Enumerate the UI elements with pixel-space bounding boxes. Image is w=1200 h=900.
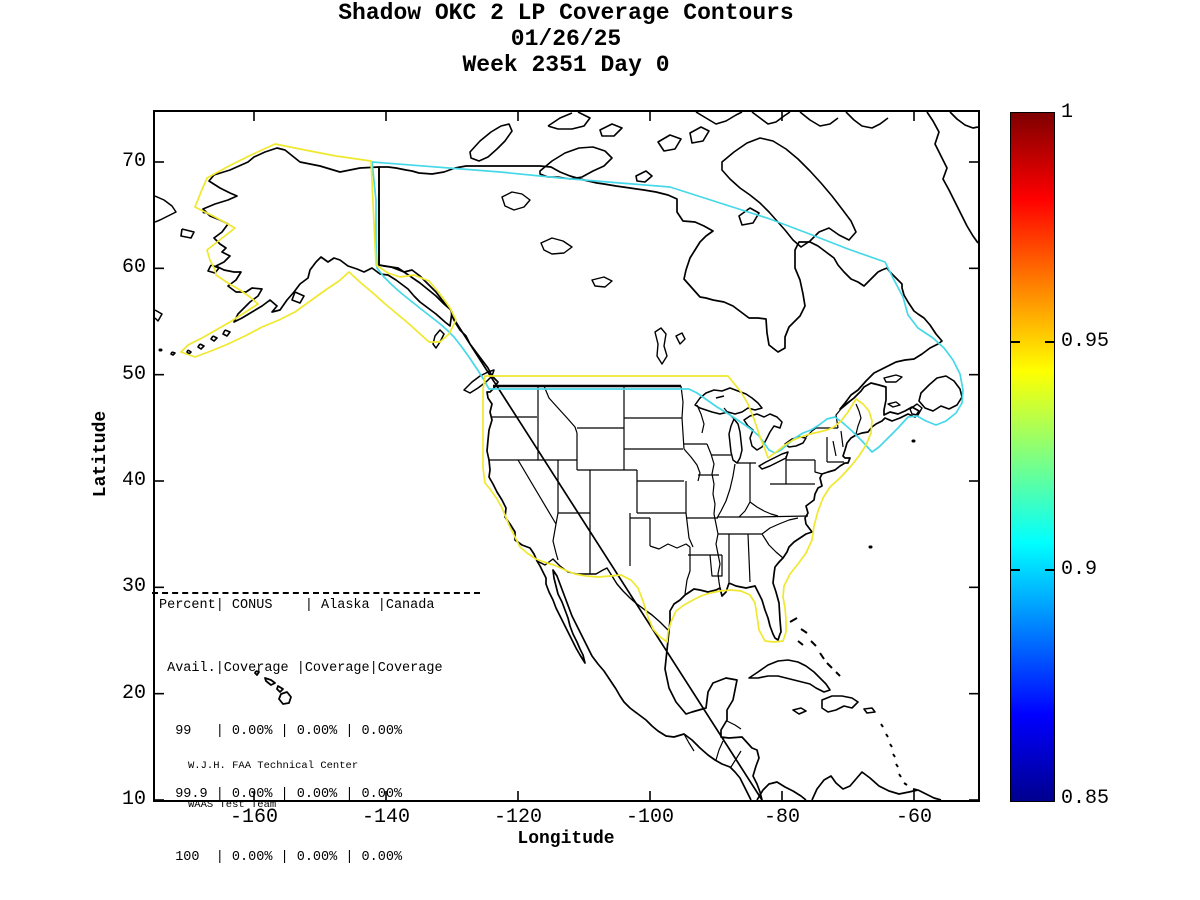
y-tick-label: 70	[121, 150, 146, 173]
colorbar-tick-label: 1	[1061, 101, 1074, 124]
coverage-table-divider	[152, 592, 480, 594]
small-island-dots	[158, 210, 916, 549]
state-borders-plains	[624, 385, 723, 577]
colorbar-tick-label: 0.85	[1061, 787, 1110, 810]
canada-lakes	[501, 191, 686, 365]
hawaii-islands	[254, 670, 292, 705]
map-plot-area	[153, 110, 980, 802]
x-tick-label: -140	[361, 806, 410, 829]
x-tick-label: -120	[493, 806, 542, 829]
newfoundland	[918, 375, 963, 412]
colorbar-tick-label: 0.9	[1061, 558, 1098, 582]
contour-095-yellow-conus	[482, 375, 873, 643]
contour-095-yellow-alaska	[180, 143, 457, 358]
coverage-table-row-99: 99 | 0.00% | 0.00% | 0.00%	[159, 724, 403, 739]
colorbar-tick-mark	[1011, 569, 1020, 572]
x-tick-label: -80	[763, 806, 800, 829]
caribbean-islands	[748, 659, 876, 715]
plot-date: 01/26/25	[510, 26, 622, 52]
coverage-table-row-100: 100 | 0.00% | 0.00% | 0.00%	[159, 850, 403, 865]
greenland-coast	[926, 112, 978, 244]
coverage-table-row-99-9: 99.9 | 0.00% | 0.00% | 0.00%	[159, 787, 403, 802]
state-borders-east	[684, 397, 862, 589]
credit-line-1: W.J.H. FAA Technical Center	[188, 760, 359, 772]
coverage-table-header-2: Avail.|Coverage |Coverage|Coverage	[159, 661, 443, 676]
lake-huron	[743, 413, 783, 451]
alaska-coastline	[202, 147, 453, 327]
coverage-table: Percent| CONUS | Alaska |Canada Avail.|C…	[159, 553, 443, 900]
lake-superior	[694, 387, 763, 415]
north-america-map	[155, 112, 978, 800]
colorbar-tick-mark	[1045, 569, 1054, 572]
y-tick-label: 60	[121, 256, 146, 280]
bering-russia-coast	[155, 195, 177, 322]
plot-week-day: Week 2351 Day 0	[462, 52, 670, 78]
title-block: Shadow OKC 2 LP Coverage Contours 01/26/…	[0, 0, 1132, 78]
lake-erie	[758, 451, 789, 470]
credit-line-2: WAAS Test Team	[188, 799, 277, 811]
colorbar-tick-label: 0.95	[1061, 329, 1110, 353]
y-tick-label: 10	[121, 788, 146, 811]
lake-michigan	[728, 418, 743, 464]
x-tick-label: -160	[229, 806, 278, 829]
plot-title: Shadow OKC 2 LP Coverage Contours	[338, 0, 794, 26]
gulf-islands	[883, 374, 923, 416]
x-tick-label: -60	[895, 806, 932, 829]
x-axis-label: Longitude	[517, 829, 615, 849]
central-america-borders	[683, 720, 742, 768]
colorbar	[1010, 112, 1055, 802]
colorbar-tick-mark	[1011, 340, 1020, 343]
y-tick-label: 20	[121, 681, 146, 705]
coverage-table-header-1: Percent| CONUS | Alaska |Canada	[159, 598, 435, 613]
south-america-coast	[756, 771, 942, 800]
state-borders-west	[489, 385, 691, 595]
x-tick-label: -100	[625, 806, 674, 829]
mainland-coastline	[378, 165, 943, 800]
contour-090-cyan	[371, 161, 964, 454]
colorbar-tick-mark	[1045, 340, 1054, 343]
credit-text: W.J.H. FAA Technical Center WAAS Test Te…	[188, 734, 358, 838]
y-tick-label: 40	[121, 469, 146, 492]
bahamas-antilles	[789, 617, 918, 791]
y-tick-label: 50	[121, 362, 146, 386]
arctic-islands	[469, 112, 889, 248]
y-tick-label: 30	[121, 575, 146, 599]
y-axis-label: Latitude	[91, 410, 111, 498]
